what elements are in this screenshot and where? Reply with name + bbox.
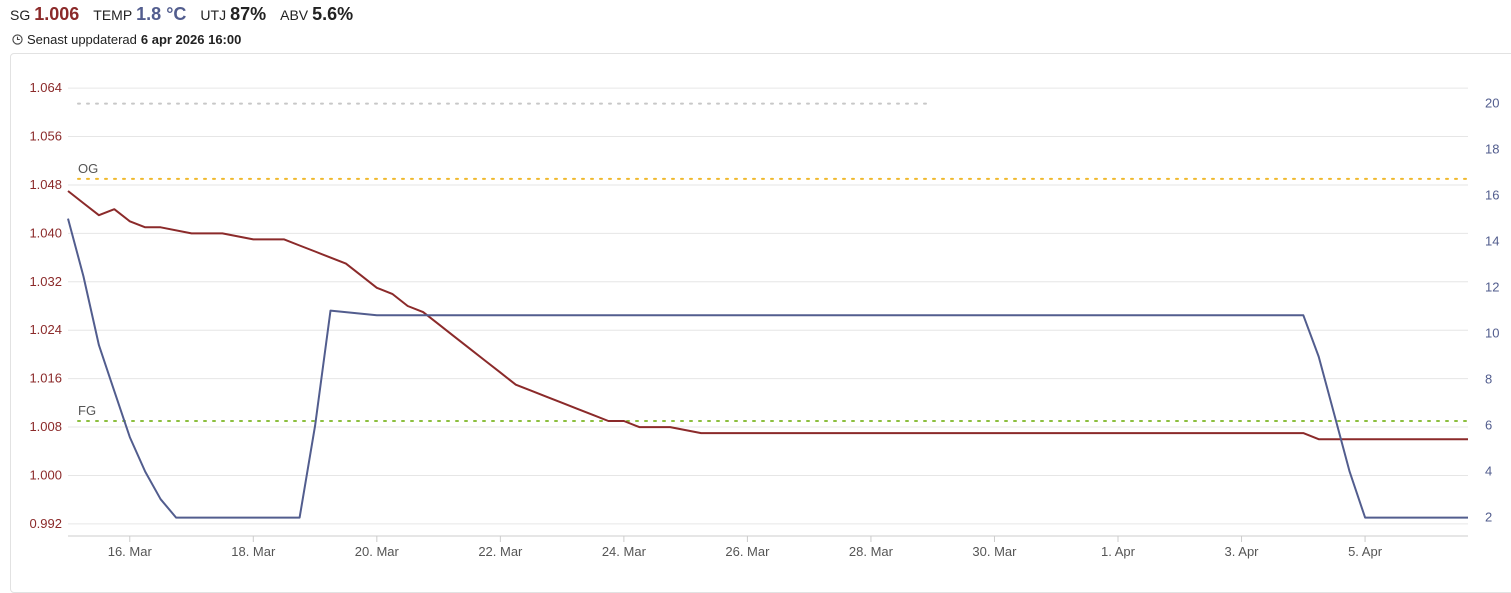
left-axis-ticks: 0.992 1.000 1.008 1.016 1.024 1.032 1.040 1.048… [29,80,62,531]
reference-lines: OG FG [77,102,1469,422]
last-updated: Senast uppdaterad 6 apr 2026 16:00 [12,32,241,47]
y-right-tick-label: 8 [1485,372,1492,387]
y-left-tick-label: 1.064 [29,80,62,95]
y-left-tick-label: 1.016 [29,371,62,386]
x-tick-label: 28. Mar [849,544,894,559]
y-left-tick-label: 1.040 [29,225,62,240]
x-tick-label: 18. Mar [231,544,276,559]
y-left-tick-label: 1.008 [29,419,62,434]
x-tick-label: 24. Mar [602,544,647,559]
reference-label: FG [78,403,96,418]
reference-label: OG [78,161,98,176]
y-left-tick-label: 1.056 [29,129,62,144]
chart-card [10,53,1511,593]
grid-lines [68,87,1468,537]
utj-value: 87% [230,4,267,24]
y-right-tick-label: 4 [1485,464,1492,479]
clock-icon [12,34,23,45]
x-tick-label: 3. Apr [1225,544,1260,559]
abv-value: 5.6% [312,4,354,24]
series-lines [67,190,1468,519]
y-right-tick-label: 6 [1485,418,1492,433]
y-right-tick-label: 12 [1485,280,1499,295]
y-left-tick-label: 0.992 [29,516,62,531]
x-tick-label: 30. Mar [972,544,1017,559]
y-left-tick-label: 1.000 [29,467,62,482]
sg-series-line [67,190,1468,441]
y-right-tick-label: 18 [1485,142,1499,157]
y-left-tick-label: 1.032 [29,274,62,289]
temp-series-line [67,218,1468,519]
updated-label: Senast uppdaterad [27,32,137,47]
x-tick-label: 22. Mar [478,544,523,559]
y-right-tick-label: 20 [1485,96,1499,111]
updated-value: 6 apr 2026 16:00 [140,32,242,47]
x-tick-label: 5. Apr [1348,544,1383,559]
y-left-tick-label: 1.024 [29,322,62,337]
temp-label: TEMP [93,7,133,23]
y-left-tick-label: 1.048 [29,177,62,192]
utj-label: UTJ [200,7,227,23]
stats-bar: SG 1.006 TEMP 1.8 °C UTJ 87% ABV 5.6% [10,4,363,30]
temp-value: 1.8 °C [136,4,187,24]
y-right-tick-label: 14 [1485,234,1499,249]
x-tick-label: 16. Mar [108,544,153,559]
abv-label: ABV [280,7,309,23]
x-tick-label: 20. Mar [355,544,400,559]
y-right-tick-label: 2 [1485,510,1492,525]
y-right-tick-label: 16 [1485,188,1499,203]
sg-label: SG [10,7,31,23]
x-axis-ticks: 16. Mar 18. Mar 20. Mar 22. Mar 24. Mar 26. M… [108,536,1383,559]
sg-value: 1.006 [34,4,80,24]
y-right-tick-label: 10 [1485,326,1499,341]
x-tick-label: 1. Apr [1101,544,1136,559]
x-tick-label: 26. Mar [725,544,770,559]
right-axis-ticks: 2 4 6 8 10 12 14 16 18 20 [1485,96,1499,525]
